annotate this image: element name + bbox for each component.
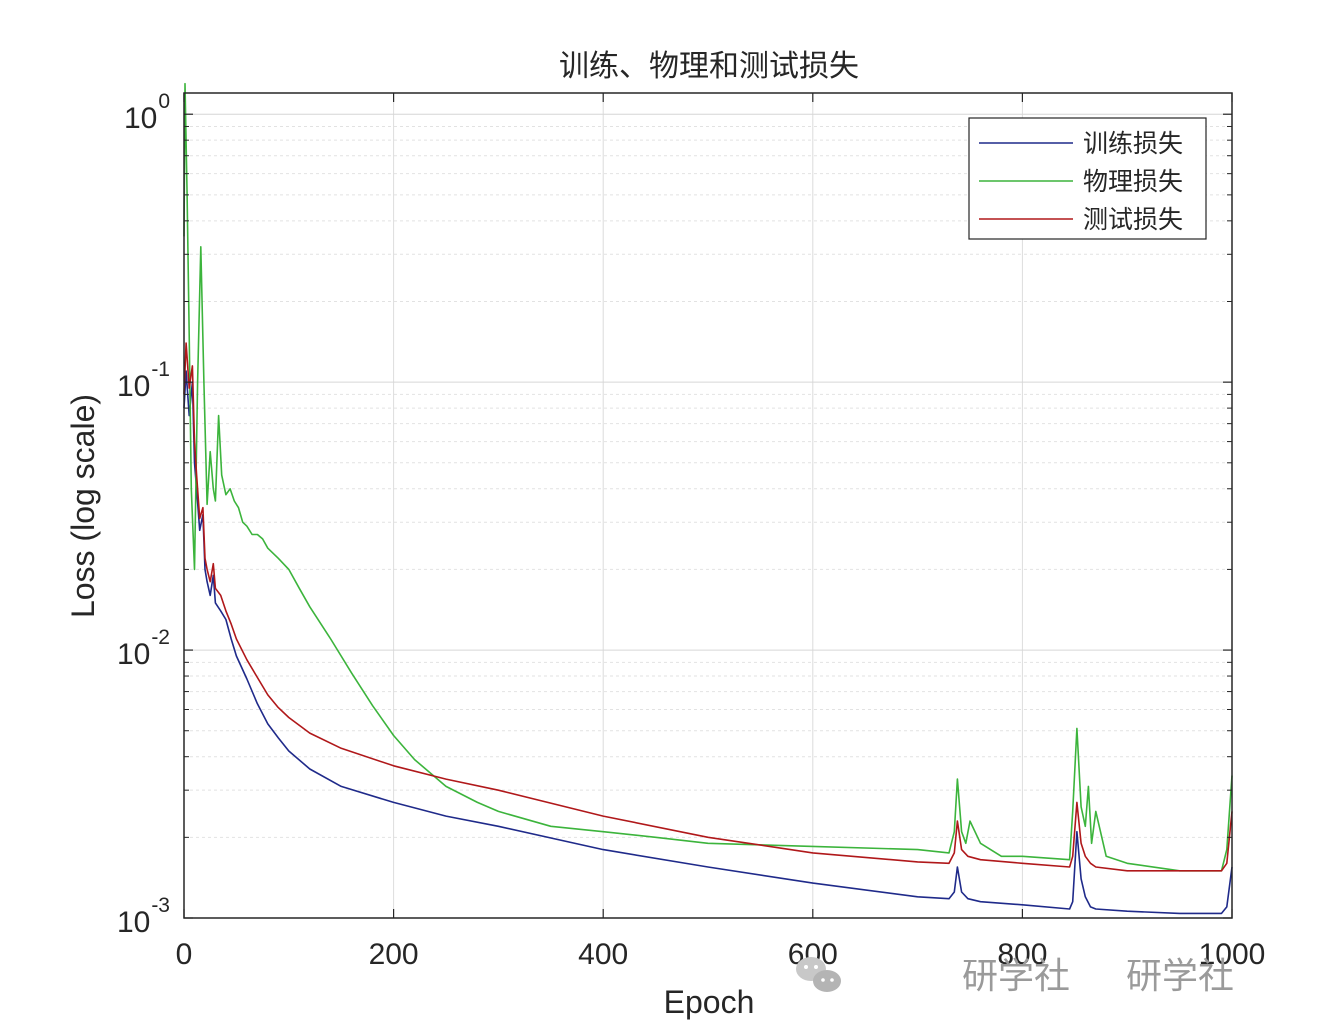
y-tick-label: -210: [117, 626, 170, 671]
legend-label: 测试损失: [1083, 205, 1183, 234]
legend-label: 训练损失: [1083, 129, 1183, 158]
y-tick-base: 10: [117, 906, 150, 939]
series-line-3: [183, 342, 1233, 872]
y-tick-exponent: -1: [151, 358, 170, 381]
y-tick-exponent: -2: [151, 626, 170, 649]
wechat-icon: [796, 957, 841, 992]
x-tick-label: 0: [176, 938, 193, 971]
series-line-2: [183, 82, 1233, 872]
x-tick-label: 1000: [1199, 938, 1266, 971]
legend-label: 物理损失: [1083, 167, 1183, 196]
legend-entry: 训练损失: [979, 129, 1183, 158]
y-axis-label: Loss (log scale): [65, 394, 101, 618]
chart-title: 训练、物理和测试损失: [559, 49, 859, 84]
x-tick-label: 800: [997, 938, 1047, 971]
legend-entry: 物理损失: [979, 167, 1183, 196]
x-tick-label: 400: [578, 938, 628, 971]
y-tick-label: 010: [124, 90, 170, 135]
series-line-1: [183, 370, 1233, 915]
y-tick-base: 10: [124, 102, 157, 135]
x-axis-label: Epoch: [664, 984, 755, 1020]
legend-entry: 测试损失: [979, 205, 1183, 234]
y-tick-exponent: -3: [151, 894, 170, 917]
y-tick-base: 10: [117, 370, 150, 403]
watermark: 研学社 研学社: [796, 956, 1234, 997]
watermark-text-right: 研学社: [1126, 956, 1234, 997]
y-tick-base: 10: [117, 638, 150, 671]
plot-frame: [183, 92, 1233, 919]
y-tick-exponent: 0: [158, 90, 170, 113]
y-tick-label: -310: [117, 894, 170, 939]
y-tick-label: -110: [117, 358, 170, 403]
watermark-text-left: 研学社: [962, 956, 1070, 997]
series-layer: [183, 82, 1233, 915]
x-tick-label: 200: [369, 938, 419, 971]
